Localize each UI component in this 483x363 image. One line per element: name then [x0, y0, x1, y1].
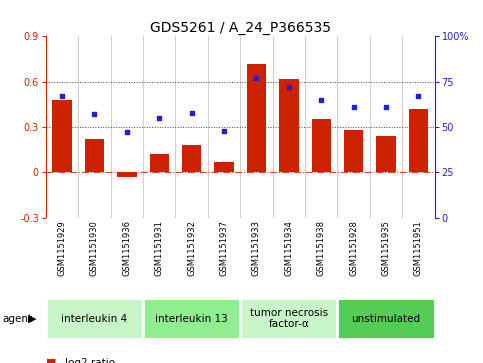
Point — [253, 75, 260, 81]
Text: GSM1151937: GSM1151937 — [220, 220, 228, 276]
Bar — [279, 79, 298, 172]
Bar — [344, 130, 363, 172]
Text: ■: ■ — [46, 358, 57, 363]
Bar — [117, 172, 137, 177]
Bar — [150, 154, 169, 172]
Bar — [247, 64, 266, 172]
Point — [285, 84, 293, 90]
Text: GSM1151936: GSM1151936 — [122, 220, 131, 276]
Bar — [312, 119, 331, 172]
Text: GSM1151928: GSM1151928 — [349, 220, 358, 276]
Text: GSM1151951: GSM1151951 — [414, 220, 423, 276]
Text: GSM1151930: GSM1151930 — [90, 220, 99, 276]
Text: interleukin 4: interleukin 4 — [61, 314, 128, 323]
Point — [350, 104, 357, 110]
Point — [188, 110, 196, 115]
Point — [414, 93, 422, 99]
Point — [317, 97, 325, 103]
Bar — [376, 136, 396, 172]
Bar — [85, 139, 104, 172]
Title: GDS5261 / A_24_P366535: GDS5261 / A_24_P366535 — [150, 21, 331, 35]
Bar — [241, 298, 338, 339]
Bar — [46, 298, 143, 339]
Text: GSM1151935: GSM1151935 — [382, 220, 391, 276]
Bar — [338, 298, 435, 339]
Point — [220, 128, 228, 134]
Text: ▶: ▶ — [28, 314, 36, 323]
Point — [58, 93, 66, 99]
Point — [382, 104, 390, 110]
Text: log2 ratio: log2 ratio — [65, 358, 115, 363]
Text: interleukin 13: interleukin 13 — [156, 314, 228, 323]
Text: agent: agent — [2, 314, 32, 323]
Bar — [143, 298, 241, 339]
Text: GSM1151933: GSM1151933 — [252, 220, 261, 276]
Text: GSM1151932: GSM1151932 — [187, 220, 196, 276]
Text: GSM1151938: GSM1151938 — [317, 220, 326, 276]
Point — [91, 111, 99, 117]
Text: GSM1151929: GSM1151929 — [57, 220, 67, 276]
Bar — [182, 145, 201, 172]
Text: GSM1151931: GSM1151931 — [155, 220, 164, 276]
Bar — [409, 109, 428, 172]
Bar — [214, 162, 234, 172]
Point — [156, 115, 163, 121]
Text: GSM1151934: GSM1151934 — [284, 220, 293, 276]
Text: unstimulated: unstimulated — [352, 314, 421, 323]
Text: tumor necrosis
factor-α: tumor necrosis factor-α — [250, 308, 328, 329]
Bar — [52, 100, 72, 172]
Point — [123, 130, 131, 135]
